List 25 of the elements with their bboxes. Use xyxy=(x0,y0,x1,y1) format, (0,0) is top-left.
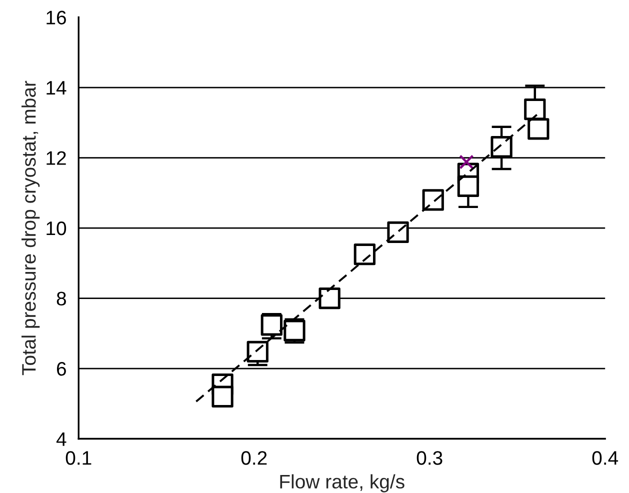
y-tick-label: 14 xyxy=(46,81,66,95)
point xyxy=(457,175,480,198)
point xyxy=(422,189,444,211)
point xyxy=(490,136,512,158)
x-tick-label: 0.4 xyxy=(592,451,618,465)
x-tick-label: 0.2 xyxy=(241,451,267,465)
x-axis-title: Flow rate, kg/s xyxy=(280,474,404,492)
y-tick-label: 8 xyxy=(56,292,66,306)
point xyxy=(524,98,546,120)
point xyxy=(459,154,474,170)
y-tick-label: 4 xyxy=(56,432,66,446)
y-axis-title: Total pressure drop cryostat, mbar xyxy=(22,80,40,376)
point xyxy=(318,287,340,310)
point xyxy=(354,244,376,266)
point xyxy=(387,221,409,244)
x-tick-label: 0.3 xyxy=(416,451,442,465)
point xyxy=(528,118,550,140)
y-tick-label: 16 xyxy=(46,10,66,24)
y-tick-label: 10 xyxy=(46,221,66,236)
point xyxy=(246,340,268,362)
y-tick-label: 6 xyxy=(56,362,66,376)
point xyxy=(212,386,234,408)
y-tick-label: 12 xyxy=(46,151,66,165)
x-tick-label: 0.1 xyxy=(66,451,92,465)
point xyxy=(260,314,282,336)
